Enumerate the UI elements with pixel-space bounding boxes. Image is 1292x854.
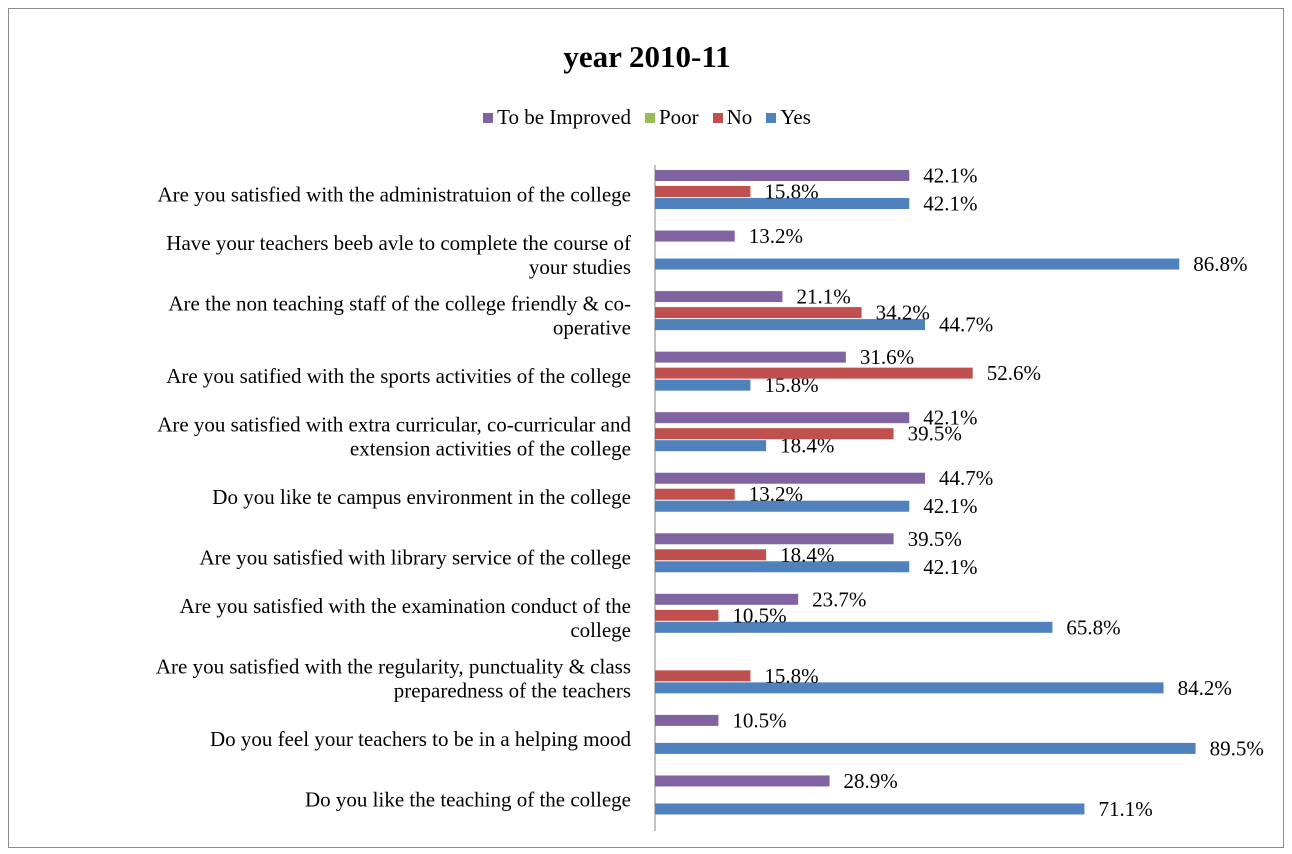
category-label-line: Are you satisfied with extra curricular,… (157, 412, 631, 436)
category-label-6: Do you like te campus environment in the… (212, 485, 631, 509)
category-label-line: Are you satisfied with the regularity, p… (156, 655, 631, 679)
bar-to-be-improved-11 (655, 775, 830, 787)
bar-yes-1 (655, 198, 910, 209)
category-label-11: Do you like the teaching of the college (305, 788, 631, 812)
bar-no-6 (655, 488, 735, 500)
category-label-line: operative (553, 315, 631, 339)
data-label-no-7: 18.4% (780, 543, 834, 567)
category-label-1: Are you satisfied with the administratui… (157, 182, 631, 206)
data-label-to-be-improved-1: 42.1% (923, 164, 977, 188)
bar-no-8 (655, 609, 719, 621)
data-label-yes-1: 42.1% (923, 192, 977, 216)
bar-to-be-improved-1 (655, 170, 910, 181)
legend-item-no: No (712, 105, 753, 130)
bar-yes-9 (655, 682, 1164, 694)
bar-yes-7 (655, 561, 910, 573)
data-label-yes-3: 44.7% (939, 313, 993, 337)
legend-swatch-yes (766, 112, 777, 123)
bar-to-be-improved-5 (655, 412, 910, 424)
bar-to-be-improved-8 (655, 593, 799, 605)
bar-yes-3 (655, 319, 925, 331)
data-label-yes-7: 42.1% (923, 555, 977, 579)
legend: To be Improved Poor No Yes (9, 105, 1285, 130)
data-label-to-be-improved-7: 39.5% (908, 527, 962, 551)
category-label-line: Are you satisfied with the examination c… (180, 594, 631, 618)
bar-no-3 (655, 307, 862, 319)
legend-label-poor: Poor (658, 105, 699, 129)
category-label-7: Are you satisfied with library service o… (199, 546, 631, 570)
plot-area: Are you satisfied with the administratui… (156, 164, 1264, 831)
bar-to-be-improved-10 (655, 714, 719, 726)
bar-yes-11 (655, 803, 1085, 815)
legend-item-to-be-improved: To be Improved (483, 105, 631, 130)
data-label-to-be-improved-6: 44.7% (939, 466, 993, 490)
category-label-line: Are you satified with the sports activit… (166, 364, 631, 388)
data-label-to-be-improved-2: 13.2% (749, 224, 803, 248)
bar-no-7 (655, 549, 767, 561)
data-label-yes-8: 65.8% (1066, 615, 1120, 639)
bar-no-5 (655, 428, 894, 440)
legend-swatch-no (712, 112, 723, 123)
bar-yes-2 (655, 258, 1180, 270)
bar-yes-4 (655, 379, 751, 391)
category-label-line: preparedness of the teachers (394, 679, 631, 703)
data-label-to-be-improved-10: 10.5% (732, 708, 786, 732)
bar-no-9 (655, 670, 751, 682)
data-label-yes-9: 84.2% (1178, 676, 1232, 700)
bar-yes-10 (655, 742, 1196, 754)
data-label-yes-10: 89.5% (1210, 736, 1264, 760)
data-label-yes-2: 86.8% (1193, 252, 1247, 276)
data-label-no-8: 10.5% (732, 603, 786, 627)
bar-to-be-improved-3 (655, 291, 783, 303)
data-label-no-1: 15.8% (764, 180, 818, 204)
category-label-line: Do you like te campus environment in the… (212, 485, 631, 509)
category-label-9: Are you satisfied with the regularity, p… (156, 655, 631, 703)
category-label-8: Are you satisfied with the examination c… (180, 594, 631, 642)
legend-swatch-to-be-improved (483, 112, 494, 123)
bar-to-be-improved-2 (655, 230, 735, 242)
data-label-to-be-improved-11: 28.9% (844, 769, 898, 793)
category-label-4: Are you satified with the sports activit… (166, 364, 631, 388)
category-label-line: Do you feel your teachers to be in a hel… (210, 727, 632, 751)
legend-swatch-poor (644, 112, 655, 123)
bar-yes-5 (655, 440, 767, 452)
category-label-line: extension activities of the college (350, 436, 631, 460)
category-label-line: your studies (529, 255, 631, 279)
data-label-no-9: 15.8% (764, 664, 818, 688)
legend-label-no: No (726, 105, 753, 129)
data-label-yes-6: 42.1% (923, 494, 977, 518)
category-label-line: Are the non teaching staff of the colleg… (168, 291, 631, 315)
category-label-3: Are the non teaching staff of the colleg… (168, 291, 631, 339)
bar-no-4 (655, 367, 973, 379)
data-label-to-be-improved-4: 31.6% (860, 345, 914, 369)
legend-label-yes: Yes (780, 105, 811, 129)
category-label-2: Have your teachers beeb avle to complete… (166, 231, 631, 279)
bar-yes-8 (655, 621, 1053, 633)
legend-item-yes: Yes (766, 105, 811, 130)
category-label-line: Are you satisfied with the administratui… (157, 182, 631, 206)
data-label-to-be-improved-5: 42.1% (923, 406, 977, 430)
data-label-to-be-improved-3: 21.1% (796, 285, 850, 309)
bar-to-be-improved-4 (655, 351, 846, 363)
data-label-to-be-improved-8: 23.7% (812, 587, 866, 611)
legend-label-to-be-improved: To be Improved (497, 105, 631, 129)
data-label-no-6: 13.2% (749, 482, 803, 506)
chart-title: year 2010-11 (563, 39, 731, 74)
category-label-10: Do you feel your teachers to be in a hel… (210, 727, 632, 751)
data-label-no-4: 52.6% (987, 361, 1041, 385)
bar-no-1 (655, 186, 751, 197)
category-label-line: Have your teachers beeb avle to complete… (166, 231, 631, 255)
bar-to-be-improved-7 (655, 533, 894, 545)
bar-to-be-improved-6 (655, 472, 925, 484)
legend-item-poor: Poor (644, 105, 699, 130)
category-label-5: Are you satisfied with extra curricular,… (157, 412, 631, 460)
category-label-line: Do you like the teaching of the college (305, 788, 631, 812)
data-label-no-5: 39.5% (908, 422, 962, 446)
data-label-yes-11: 71.1% (1098, 797, 1152, 821)
category-label-line: Are you satisfied with library service o… (199, 546, 631, 570)
bar-yes-6 (655, 500, 910, 512)
chart-frame: year 2010-11 To be Improved Poor No Yes Are… (8, 8, 1284, 848)
category-label-line: college (570, 618, 631, 642)
data-label-no-3: 34.2% (876, 301, 930, 325)
